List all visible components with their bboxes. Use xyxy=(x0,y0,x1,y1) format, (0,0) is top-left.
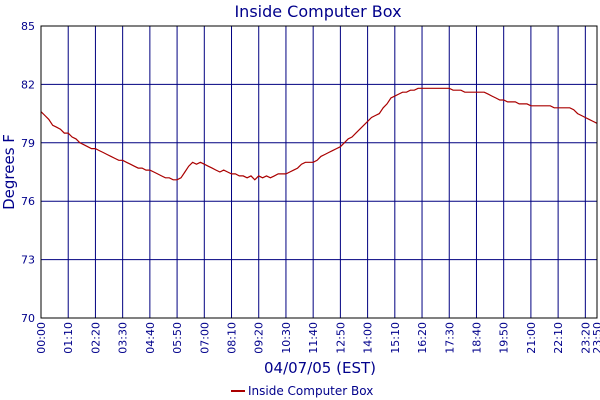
x-tick-label: 02:20 xyxy=(89,322,102,354)
x-tick-label: 18:40 xyxy=(470,322,483,354)
y-tick-labels: 70 73 76 79 82 85 xyxy=(21,20,35,325)
x-tick-label: 00:00 xyxy=(35,322,48,354)
x-tick-label: 23:50 xyxy=(591,322,600,354)
y-tick-label: 73 xyxy=(21,254,35,267)
x-tick-label: 11:40 xyxy=(307,322,320,354)
y-tick-label: 79 xyxy=(21,137,35,150)
legend: Inside Computer Box xyxy=(231,384,373,398)
x-tick-label: 19:50 xyxy=(498,322,511,354)
x-tick-label: 23:20 xyxy=(579,322,592,354)
legend-label: Inside Computer Box xyxy=(248,384,373,398)
series-line xyxy=(40,87,598,181)
x-tick-label: 08:10 xyxy=(226,322,239,354)
chart-title: Inside Computer Box xyxy=(234,2,401,21)
y-tick-label: 82 xyxy=(21,78,35,91)
x-tick-labels: 00:00 01:10 02:20 03:30 04:40 05:50 07:00 08:10… xyxy=(35,322,600,354)
x-tick-label: 15:10 xyxy=(389,322,402,354)
x-tick-label: 03:30 xyxy=(117,322,130,354)
x-tick-label: 21:00 xyxy=(525,322,538,354)
x-tick-label: 07:00 xyxy=(198,322,211,354)
series-lines xyxy=(40,87,598,181)
y-tick-label: 76 xyxy=(21,195,35,208)
x-tick-label: 22:10 xyxy=(552,322,565,354)
y-tick-label: 70 xyxy=(21,312,35,325)
plot-frame xyxy=(40,25,598,319)
x-tick-label: 12:50 xyxy=(334,322,347,354)
x-tick-label: 05:50 xyxy=(171,322,184,354)
grid-lines xyxy=(40,25,598,319)
x-tick-label: 09:20 xyxy=(253,322,266,354)
x-tick-label: 01:10 xyxy=(62,322,75,354)
x-tick-label: 14:00 xyxy=(362,322,375,354)
x-tick-label: 17:30 xyxy=(443,322,456,354)
y-axis-label: Degrees F xyxy=(0,134,18,210)
x-tick-label: 10:30 xyxy=(280,322,293,354)
x-tick-label: 04:40 xyxy=(144,322,157,354)
y-tick-label: 85 xyxy=(21,20,35,33)
x-axis-label: 04/07/05 (EST) xyxy=(264,359,376,377)
x-tick-label: 16:20 xyxy=(416,322,429,354)
